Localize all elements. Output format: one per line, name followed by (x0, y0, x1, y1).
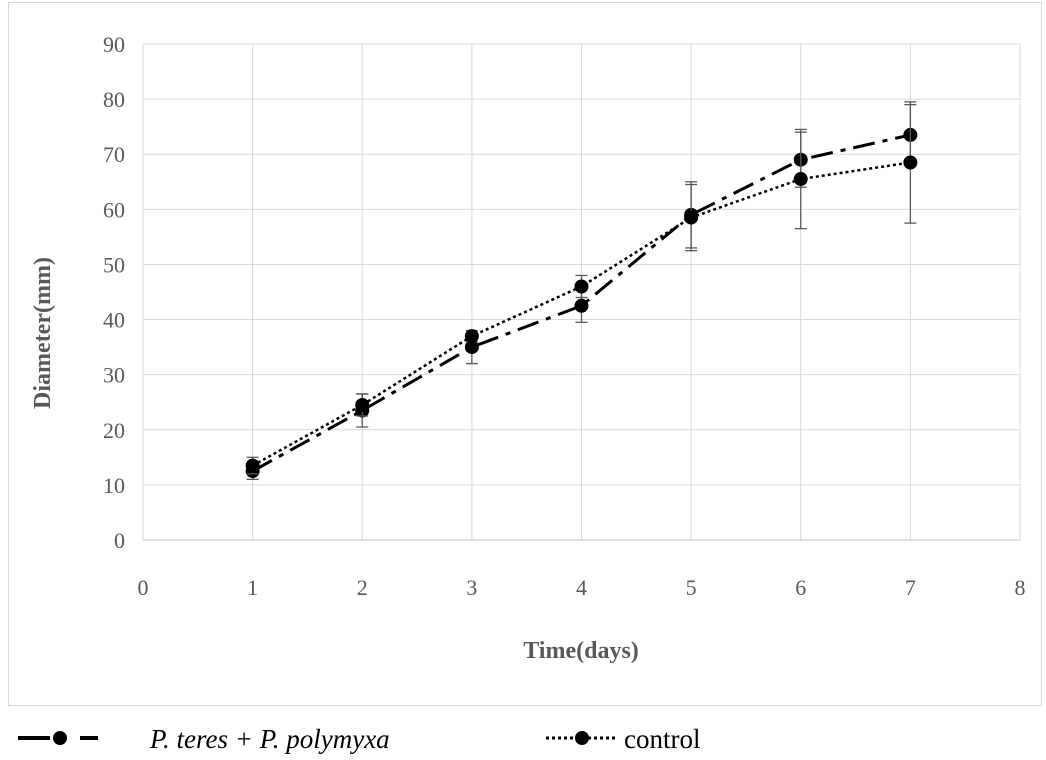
y-tick-label-50: 50 (103, 252, 125, 277)
legend-marker-dash-dot (18, 731, 98, 745)
y-tick-label-30: 30 (103, 363, 125, 388)
legend-marker-dotted (546, 731, 618, 745)
y-tick-label-60: 60 (103, 197, 125, 222)
legend-item-treatment: P. teres + P. polymyxa (0, 712, 500, 760)
legend: P. teres + P. polymyxa control (0, 712, 1046, 760)
x-axis-title: Time(days) (523, 638, 639, 664)
y-axis-title: Diameter(mm) (30, 257, 56, 409)
chart-frame: 0 10 20 30 40 50 60 70 80 90 0 1 2 3 4 5 6 7 8 Time(days) … (8, 2, 1042, 706)
legend-item-control: control (540, 712, 840, 760)
data-point-series-1-x7 (903, 155, 918, 170)
legend-label-control: control (624, 724, 701, 754)
series-1 (245, 101, 918, 475)
series-layer (245, 101, 918, 481)
data-point-series-0-x3 (464, 340, 479, 355)
y-tick-label-80: 80 (103, 87, 125, 112)
data-point-series-1-x2 (355, 397, 370, 412)
legend-label-treatment: P. teres + P. polymyxa (150, 724, 390, 754)
data-point-series-1-x6 (793, 172, 808, 187)
data-point-series-1-x4 (574, 279, 589, 294)
data-point-series-1-x1 (245, 458, 260, 473)
y-tick-label-70: 70 (103, 142, 125, 167)
x-tick-label-7: 7 (905, 575, 916, 600)
x-tick-label-4: 4 (576, 575, 587, 600)
y-tick-label-0: 0 (114, 528, 125, 553)
x-tick-label-8: 8 (1015, 575, 1026, 600)
x-tick-label-6: 6 (795, 575, 806, 600)
y-tick-label-10: 10 (103, 473, 125, 498)
data-point-series-0-x4 (574, 298, 589, 313)
tick-labels: 0 10 20 30 40 50 60 70 80 90 0 1 2 3 4 5 6 7 8 (103, 32, 1026, 600)
y-tick-label-40: 40 (103, 308, 125, 333)
data-point-series-1-x5 (684, 210, 699, 225)
y-tick-label-90: 90 (103, 32, 125, 57)
x-tick-label-0: 0 (138, 575, 149, 600)
x-tick-label-3: 3 (466, 575, 477, 600)
data-point-series-1-x3 (464, 329, 479, 344)
x-tick-label-5: 5 (686, 575, 697, 600)
x-tick-label-1: 1 (247, 575, 258, 600)
x-tick-label-2: 2 (357, 575, 368, 600)
y-tick-label-20: 20 (103, 418, 125, 443)
